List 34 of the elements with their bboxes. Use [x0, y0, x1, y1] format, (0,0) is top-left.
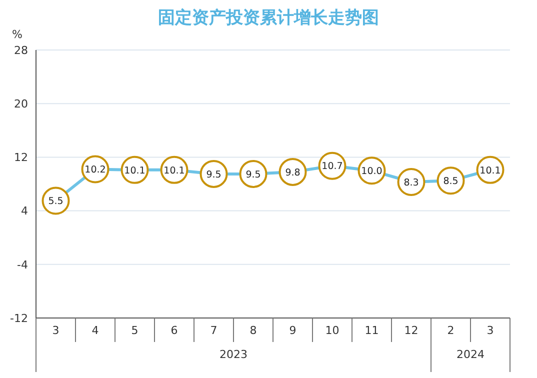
y-tick-label: -4 [17, 258, 28, 272]
data-label: 10.1 [164, 165, 185, 176]
data-label: 10.0 [361, 166, 382, 177]
x-tick-label: 4 [92, 324, 99, 337]
x-tick-label: 12 [404, 324, 418, 337]
x-tick-label: 2 [447, 324, 454, 337]
y-tick-label: 20 [14, 98, 28, 111]
x-tick-label: 3 [52, 324, 60, 337]
x-tick-label: 3 [486, 324, 494, 337]
x-tick-label: 6 [170, 324, 178, 337]
data-label: 10.2 [84, 164, 106, 176]
y-tick-label: 4 [21, 204, 28, 218]
chart-title: 固定资产投资累计增长走势图 [157, 7, 380, 29]
x-tick-label: 8 [250, 324, 257, 337]
x-tick-label: 7 [210, 324, 218, 337]
text: 2023 [220, 348, 248, 361]
text: 2024 [456, 348, 484, 361]
data-label: 10.1 [480, 165, 501, 176]
y-tick-label: 28 [14, 44, 28, 57]
x-tick-label: 9 [289, 324, 296, 337]
data-label: 10.7 [322, 161, 343, 172]
x-tick-label: 11 [364, 324, 379, 337]
data-label: 9.5 [246, 169, 261, 180]
data-label: 8.5 [443, 176, 458, 187]
x-tick-label: 10 [325, 324, 340, 337]
x-tick-label: 5 [131, 324, 138, 337]
y-axis-title: % [12, 28, 22, 41]
data-label: 10.1 [124, 165, 146, 176]
data-label: 9.5 [206, 169, 222, 180]
data-label: 9.8 [285, 167, 300, 178]
data-label: 5.5 [48, 196, 64, 208]
y-tick-label: -12 [10, 312, 28, 325]
data-label: 8.3 [404, 177, 419, 188]
y-tick-label: 12 [14, 151, 28, 164]
